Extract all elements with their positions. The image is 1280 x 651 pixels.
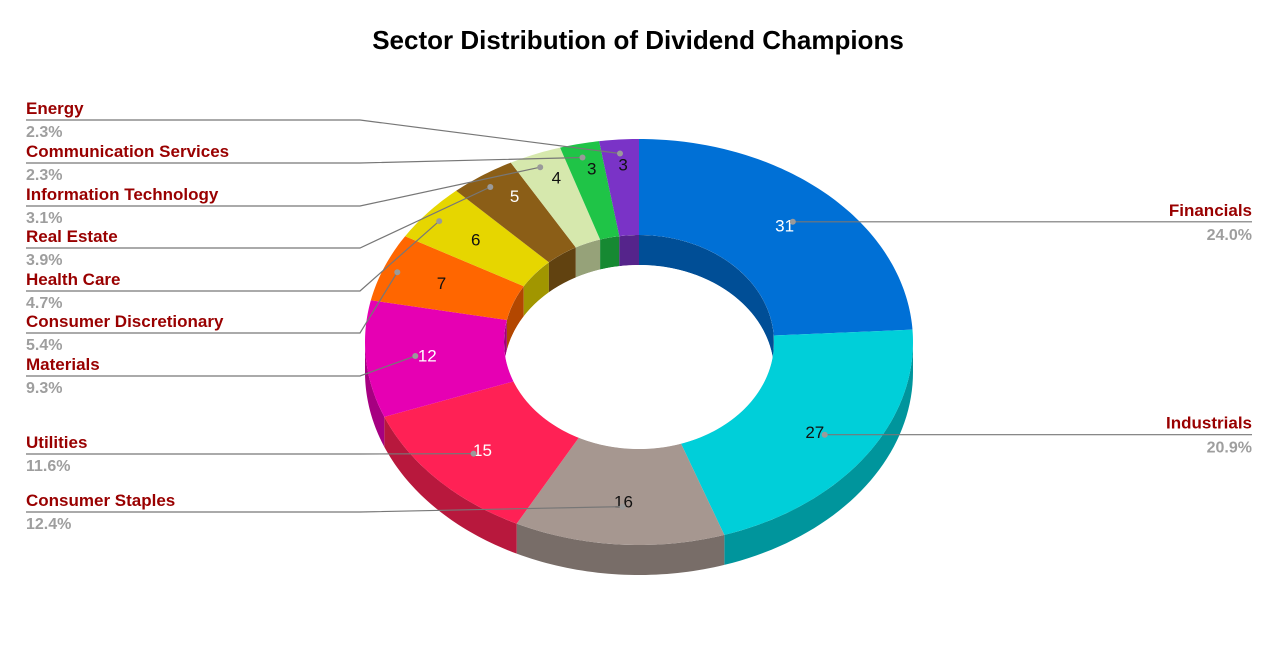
percent-label-information-technology: 3.1% [26,210,62,227]
donut-slices [365,139,913,545]
category-label-consumer-staples: Consumer Staples [26,491,175,510]
slice-materials [365,300,514,417]
side-wall-industrials [724,342,913,565]
leader-lines [26,119,1252,513]
slice-health-care [405,190,549,287]
value-label: 3 [618,156,627,175]
leader-dot [470,450,477,457]
value-label: 7 [437,274,446,293]
inner-wall-financials [639,235,774,366]
chart-title: Sector Distribution of Dividend Champion… [372,25,904,55]
percent-label-industrials: 20.9% [1207,440,1252,457]
inner-wall-communication-services [600,236,620,270]
inner-wall-consumer-discretionary [506,286,524,351]
slice-financials [639,139,913,336]
leader-line [26,186,491,249]
category-label-utilities: Utilities [26,433,87,452]
percent-label-communication-services: 2.3% [26,167,62,184]
value-label: 5 [510,187,519,206]
value-label: 31 [775,217,794,236]
value-label: 3 [587,159,596,178]
inner-wall-energy [619,235,639,267]
category-label-information-technology: Information Technology [26,185,219,204]
percent-label-financials: 24.0% [1207,227,1252,244]
category-label-industrials: Industrials [1166,414,1252,433]
slice-information-technology [510,147,601,248]
value-label: 6 [471,231,480,250]
side-wall-consumer-staples [516,523,725,575]
category-label-consumer-discretionary: Consumer Discretionary [26,312,224,331]
percent-label-energy: 2.3% [26,124,62,141]
percent-label-consumer-staples: 12.4% [26,516,71,533]
value-label: 4 [552,168,561,187]
leader-dot [412,353,419,359]
value-label: 12 [418,347,437,366]
leader-line [26,271,398,334]
slice-energy [599,139,639,237]
category-label-communication-services: Communication Services [26,142,229,161]
leader-dot [619,503,626,510]
value-label: 15 [473,441,492,460]
leader-dot [821,431,828,438]
slice-real-estate [456,162,576,263]
inner-wall-real-estate [548,247,576,293]
category-label-energy: Energy [26,99,84,118]
leader-line [26,506,623,513]
slice-consumer-staples [516,437,725,545]
percent-label-health-care: 4.7% [26,295,62,312]
inner-wall-information-technology [575,239,601,278]
category-labels: Financials 24.0% Industrials 20.9% Consumer … [26,99,1252,533]
side-wall-materials [365,342,385,447]
leader-dot [394,269,401,276]
category-label-financials: Financials [1169,201,1252,220]
slice-industrials [681,329,913,535]
percent-label-utilities: 11.6% [26,458,70,475]
percent-label-real-estate: 3.9% [26,252,62,269]
donut-hole [504,265,774,449]
slice-consumer-discretionary [370,236,524,321]
category-label-health-care: Health Care [26,270,120,289]
inner-wall-health-care [523,262,549,317]
slice-communication-services [560,141,620,240]
leader-dot [617,150,623,157]
slice-utilities [384,381,579,524]
leader-dot [436,218,443,225]
leader-line [26,220,440,292]
leader-line [26,119,621,155]
leader-dot [537,164,544,171]
leader-line [26,166,541,207]
leader-dot [487,184,494,190]
value-label: 27 [805,423,824,442]
side-wall-utilities [384,416,517,554]
percent-label-consumer-discretionary: 5.4% [26,337,62,354]
donut-depth [365,342,913,575]
leader-dot [579,154,586,161]
leader-dot [789,218,796,225]
leader-line [26,156,583,164]
percent-label-materials: 9.3% [26,380,62,397]
leader-line [26,355,416,377]
category-label-real-estate: Real Estate [26,227,118,246]
category-label-materials: Materials [26,355,100,374]
